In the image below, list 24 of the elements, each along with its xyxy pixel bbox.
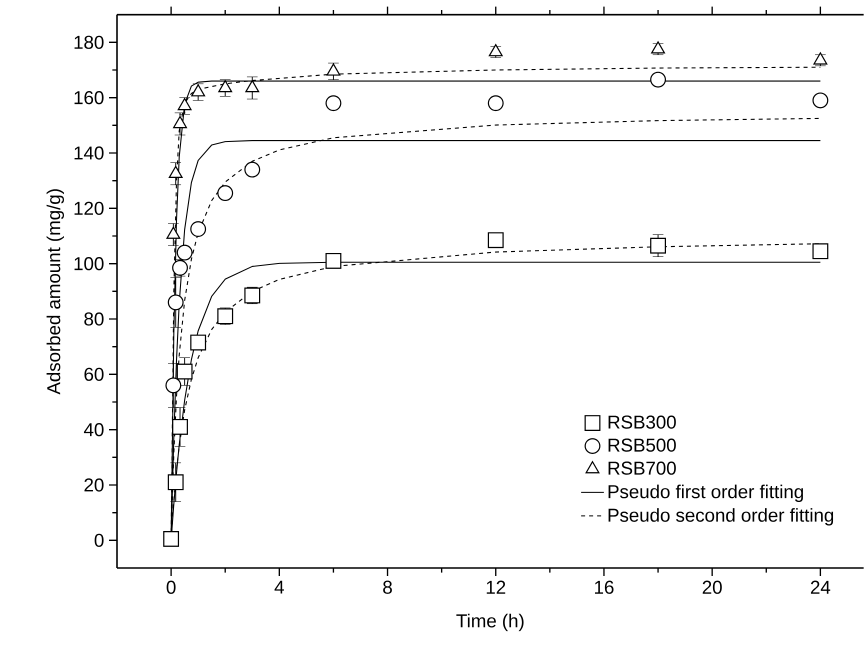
x-tick-label: 0 bbox=[166, 580, 176, 594]
x-tick-label: 16 bbox=[595, 580, 614, 594]
legend-label: Pseudo first order fitting bbox=[608, 484, 803, 502]
y-tick-label: 120 bbox=[74, 202, 104, 215]
legend-label: RSB500 bbox=[608, 438, 676, 452]
x-tick-label: 24 bbox=[810, 580, 830, 594]
x-tick-label: 8 bbox=[383, 580, 392, 594]
y-tick-label: 100 bbox=[74, 257, 104, 270]
x-tick-label: 12 bbox=[486, 580, 506, 594]
y-tick-label: 180 bbox=[74, 36, 104, 49]
y-axis-title: Adsorbed amount (mg/g) bbox=[46, 189, 64, 395]
y-tick-label: 80 bbox=[84, 312, 104, 326]
legend-label: RSB700 bbox=[608, 462, 676, 475]
x-axis-title: Time (h) bbox=[456, 614, 524, 632]
y-tick-label: 160 bbox=[74, 91, 104, 104]
legend-label: Pseudo second order fitting bbox=[608, 508, 834, 526]
y-tick-label: 140 bbox=[74, 146, 104, 160]
legend-label: RSB300 bbox=[608, 415, 676, 429]
y-tick-label: 20 bbox=[84, 478, 104, 492]
y-tick-label: 60 bbox=[84, 368, 104, 381]
x-tick-label: 4 bbox=[274, 580, 284, 594]
x-tick-label: 20 bbox=[702, 580, 722, 594]
y-tick-label: 40 bbox=[84, 423, 104, 436]
y-tick-label: 0 bbox=[94, 534, 104, 547]
